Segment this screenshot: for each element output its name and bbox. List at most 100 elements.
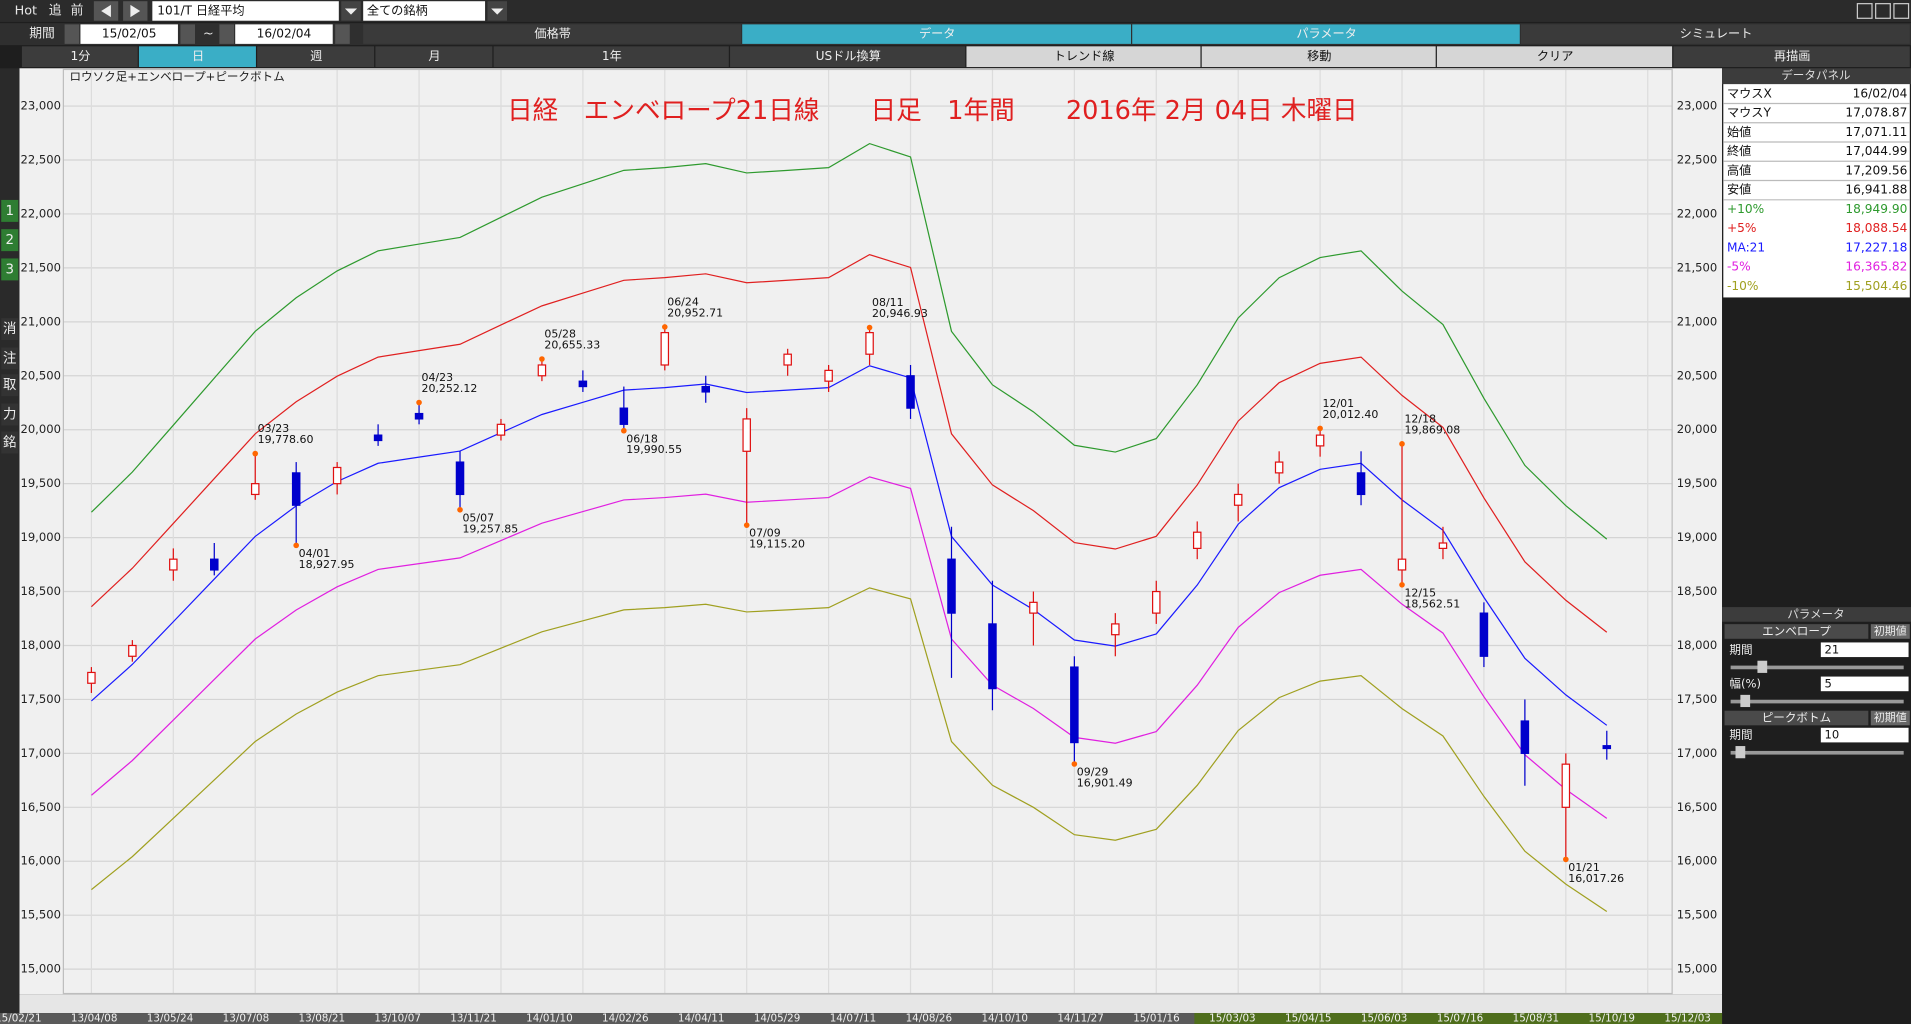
side-button[interactable] [1,229,19,252]
button[interactable] [138,46,256,68]
width-slider[interactable] [1730,699,1904,704]
step-button[interactable] [335,24,350,44]
from-date-box[interactable] [80,24,178,44]
button-label: 月 [428,49,440,63]
width-input[interactable] [1820,676,1909,692]
symbol-box[interactable] [152,1,339,21]
symbol-text: 101/T 日経平均 [157,3,244,17]
peak-bottom-header [1724,710,1869,726]
to-date-box[interactable] [235,24,333,44]
hot-button[interactable]: Hot [15,3,37,18]
step-button[interactable] [64,24,80,44]
slider-thumb[interactable] [1735,746,1746,759]
side-button[interactable] [1,347,19,370]
tab[interactable] [1132,24,1520,44]
pb-period-input[interactable] [1820,727,1909,743]
peak-bottom-label: ピークボトム [1762,711,1831,725]
step-button[interactable] [180,24,195,44]
pb-period-value: 10 [1824,728,1839,742]
scroll-date: 14/02/26 [602,1013,649,1024]
side-button[interactable] [1,199,19,222]
tab[interactable] [742,24,1131,44]
annotation-label: 18,927.95 [299,558,355,571]
annotation-date: 04/01 [299,547,331,560]
peak-bottom-marker [1317,425,1323,432]
candle-body [660,332,670,366]
reset-button[interactable] [1870,624,1910,639]
y-tick-label: 22,500 [20,153,60,167]
candle-body [824,369,833,382]
y-tick-label-right: 16,500 [1677,800,1717,814]
annotation-date: 09/29 [1077,766,1109,779]
side-button[interactable] [1,403,19,426]
scroll-date: 15/06/03 [1361,1013,1408,1024]
button[interactable] [21,46,138,68]
scrollbar[interactable] [0,1013,1911,1024]
y-tick-label-right: 15,500 [1677,908,1717,922]
button[interactable] [1673,46,1910,68]
minimize-button[interactable] [1856,3,1873,19]
y-tick-label: 20,000 [20,422,60,436]
y-tick-label: 15,500 [20,908,60,922]
candle-body [291,472,301,506]
button[interactable] [1201,46,1436,68]
maximize-button[interactable] [1875,3,1891,19]
candle-body [128,644,137,657]
envelope-line [90,142,1608,540]
scroll-date: 14/08/26 [906,1013,953,1024]
pb-slider[interactable] [1730,750,1904,755]
button[interactable] [257,46,375,68]
period-label: 期間 [1729,642,1752,656]
series-value: 15,504.46 [1845,279,1907,293]
slider-thumb[interactable] [1740,694,1751,708]
annotation-date: 12/01 [1323,397,1355,410]
scroll-thumb[interactable] [1194,1013,1792,1024]
tab-label: シミュレート [1680,27,1753,41]
side-button[interactable] [1,431,19,454]
button[interactable] [1436,46,1673,68]
slider-thumb[interactable] [1757,660,1768,673]
side-button[interactable] [1,258,19,281]
button[interactable] [493,46,729,68]
period-slider[interactable] [1730,665,1904,670]
scroll-date: 15/04/15 [1285,1013,1332,1024]
universe-box[interactable] [363,1,486,21]
envelope-line [91,587,1608,913]
add-button[interactable]: 追 [49,2,62,18]
annotation-date: 07/09 [749,527,781,540]
tab[interactable] [1521,24,1910,44]
step-button[interactable] [219,24,234,44]
candle-body [1561,763,1571,808]
universe-text: 全ての銘柄 [367,2,428,17]
scroll-date: 15/08/31 [1513,1013,1560,1024]
tab[interactable] [363,24,741,44]
dropdown-icon [491,8,504,15]
prev-button[interactable]: 前 [71,2,84,18]
side-button[interactable] [1,374,19,397]
period-input[interactable] [1820,642,1909,658]
button-label: 週 [310,49,322,63]
scroll-date: 14/07/11 [830,1013,877,1024]
y-tick-label: 21,000 [20,314,60,328]
dropdown-icon [344,8,358,15]
width-label: 幅(%) [1729,676,1761,690]
close-button[interactable] [1893,3,1910,19]
annotation-label: 20,952.71 [667,307,723,320]
peak-bottom-marker [1071,761,1078,767]
candle-body [537,364,547,377]
side-button[interactable] [1,318,19,341]
plot-frame [62,68,1673,995]
scroll-date: 15/03/03 [1209,1013,1256,1024]
y-tick-label: 22,000 [20,206,60,220]
reset-button[interactable] [1870,710,1910,726]
series-label: -10% [1727,279,1758,293]
period-label: 期間 [29,27,55,42]
chart-title: 日経 エンベロープ21日線 日足 1年間 2016年 2月 04日 木曜日 [507,96,1358,126]
button[interactable] [730,46,966,68]
button[interactable] [375,46,493,68]
button[interactable] [966,46,1201,68]
candle-body [1152,590,1161,614]
annotation-date: 12/15 [1404,586,1436,599]
annotation-date: 06/24 [667,296,699,309]
chart-subtitle: ロウソク足+エンベロープ+ピークボトム [69,69,284,83]
